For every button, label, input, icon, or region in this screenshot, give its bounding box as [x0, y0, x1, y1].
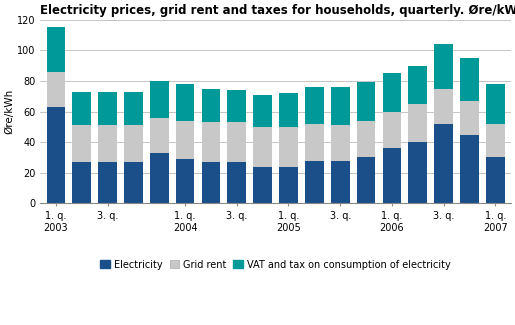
Bar [228, 122, 246, 162]
Bar [279, 167, 298, 203]
Bar [202, 122, 220, 162]
Bar [202, 89, 220, 122]
Bar [253, 127, 272, 167]
Bar [253, 95, 272, 127]
Bar [331, 161, 350, 203]
Bar [408, 104, 427, 142]
Bar [434, 89, 453, 124]
Bar [73, 125, 91, 162]
Bar [124, 125, 143, 162]
Bar [279, 127, 298, 167]
Bar [228, 90, 246, 122]
Bar [486, 84, 505, 124]
Bar [228, 162, 246, 203]
Bar [357, 158, 375, 203]
Bar [98, 92, 117, 125]
Bar [460, 58, 479, 101]
Bar [331, 125, 350, 161]
Bar [150, 118, 168, 153]
Bar [383, 148, 401, 203]
Bar [408, 142, 427, 203]
Bar [486, 158, 505, 203]
Bar [305, 124, 323, 161]
Bar [176, 84, 194, 121]
Bar [46, 72, 65, 107]
Legend: Electricity, Grid rent, VAT and tax on consumption of electricity: Electricity, Grid rent, VAT and tax on c… [100, 260, 451, 270]
Bar [331, 87, 350, 125]
Bar [124, 92, 143, 125]
Bar [46, 107, 65, 203]
Bar [305, 87, 323, 124]
Bar [357, 121, 375, 158]
Bar [305, 161, 323, 203]
Bar [202, 162, 220, 203]
Bar [383, 73, 401, 111]
Bar [98, 162, 117, 203]
Bar [486, 124, 505, 158]
Bar [253, 167, 272, 203]
Bar [408, 66, 427, 104]
Bar [176, 159, 194, 203]
Bar [98, 125, 117, 162]
Bar [73, 92, 91, 125]
Bar [176, 121, 194, 159]
Bar [150, 153, 168, 203]
Bar [460, 135, 479, 203]
Bar [150, 81, 168, 118]
Bar [279, 93, 298, 127]
Bar [73, 162, 91, 203]
Bar [357, 83, 375, 121]
Y-axis label: Øre/kWh: Øre/kWh [4, 89, 14, 134]
Bar [460, 101, 479, 135]
Bar [124, 162, 143, 203]
Text: Electricity prices, grid rent and taxes for households, quarterly. Øre/kWh: Electricity prices, grid rent and taxes … [40, 4, 515, 17]
Bar [46, 27, 65, 72]
Bar [383, 111, 401, 148]
Bar [434, 124, 453, 203]
Bar [434, 44, 453, 89]
